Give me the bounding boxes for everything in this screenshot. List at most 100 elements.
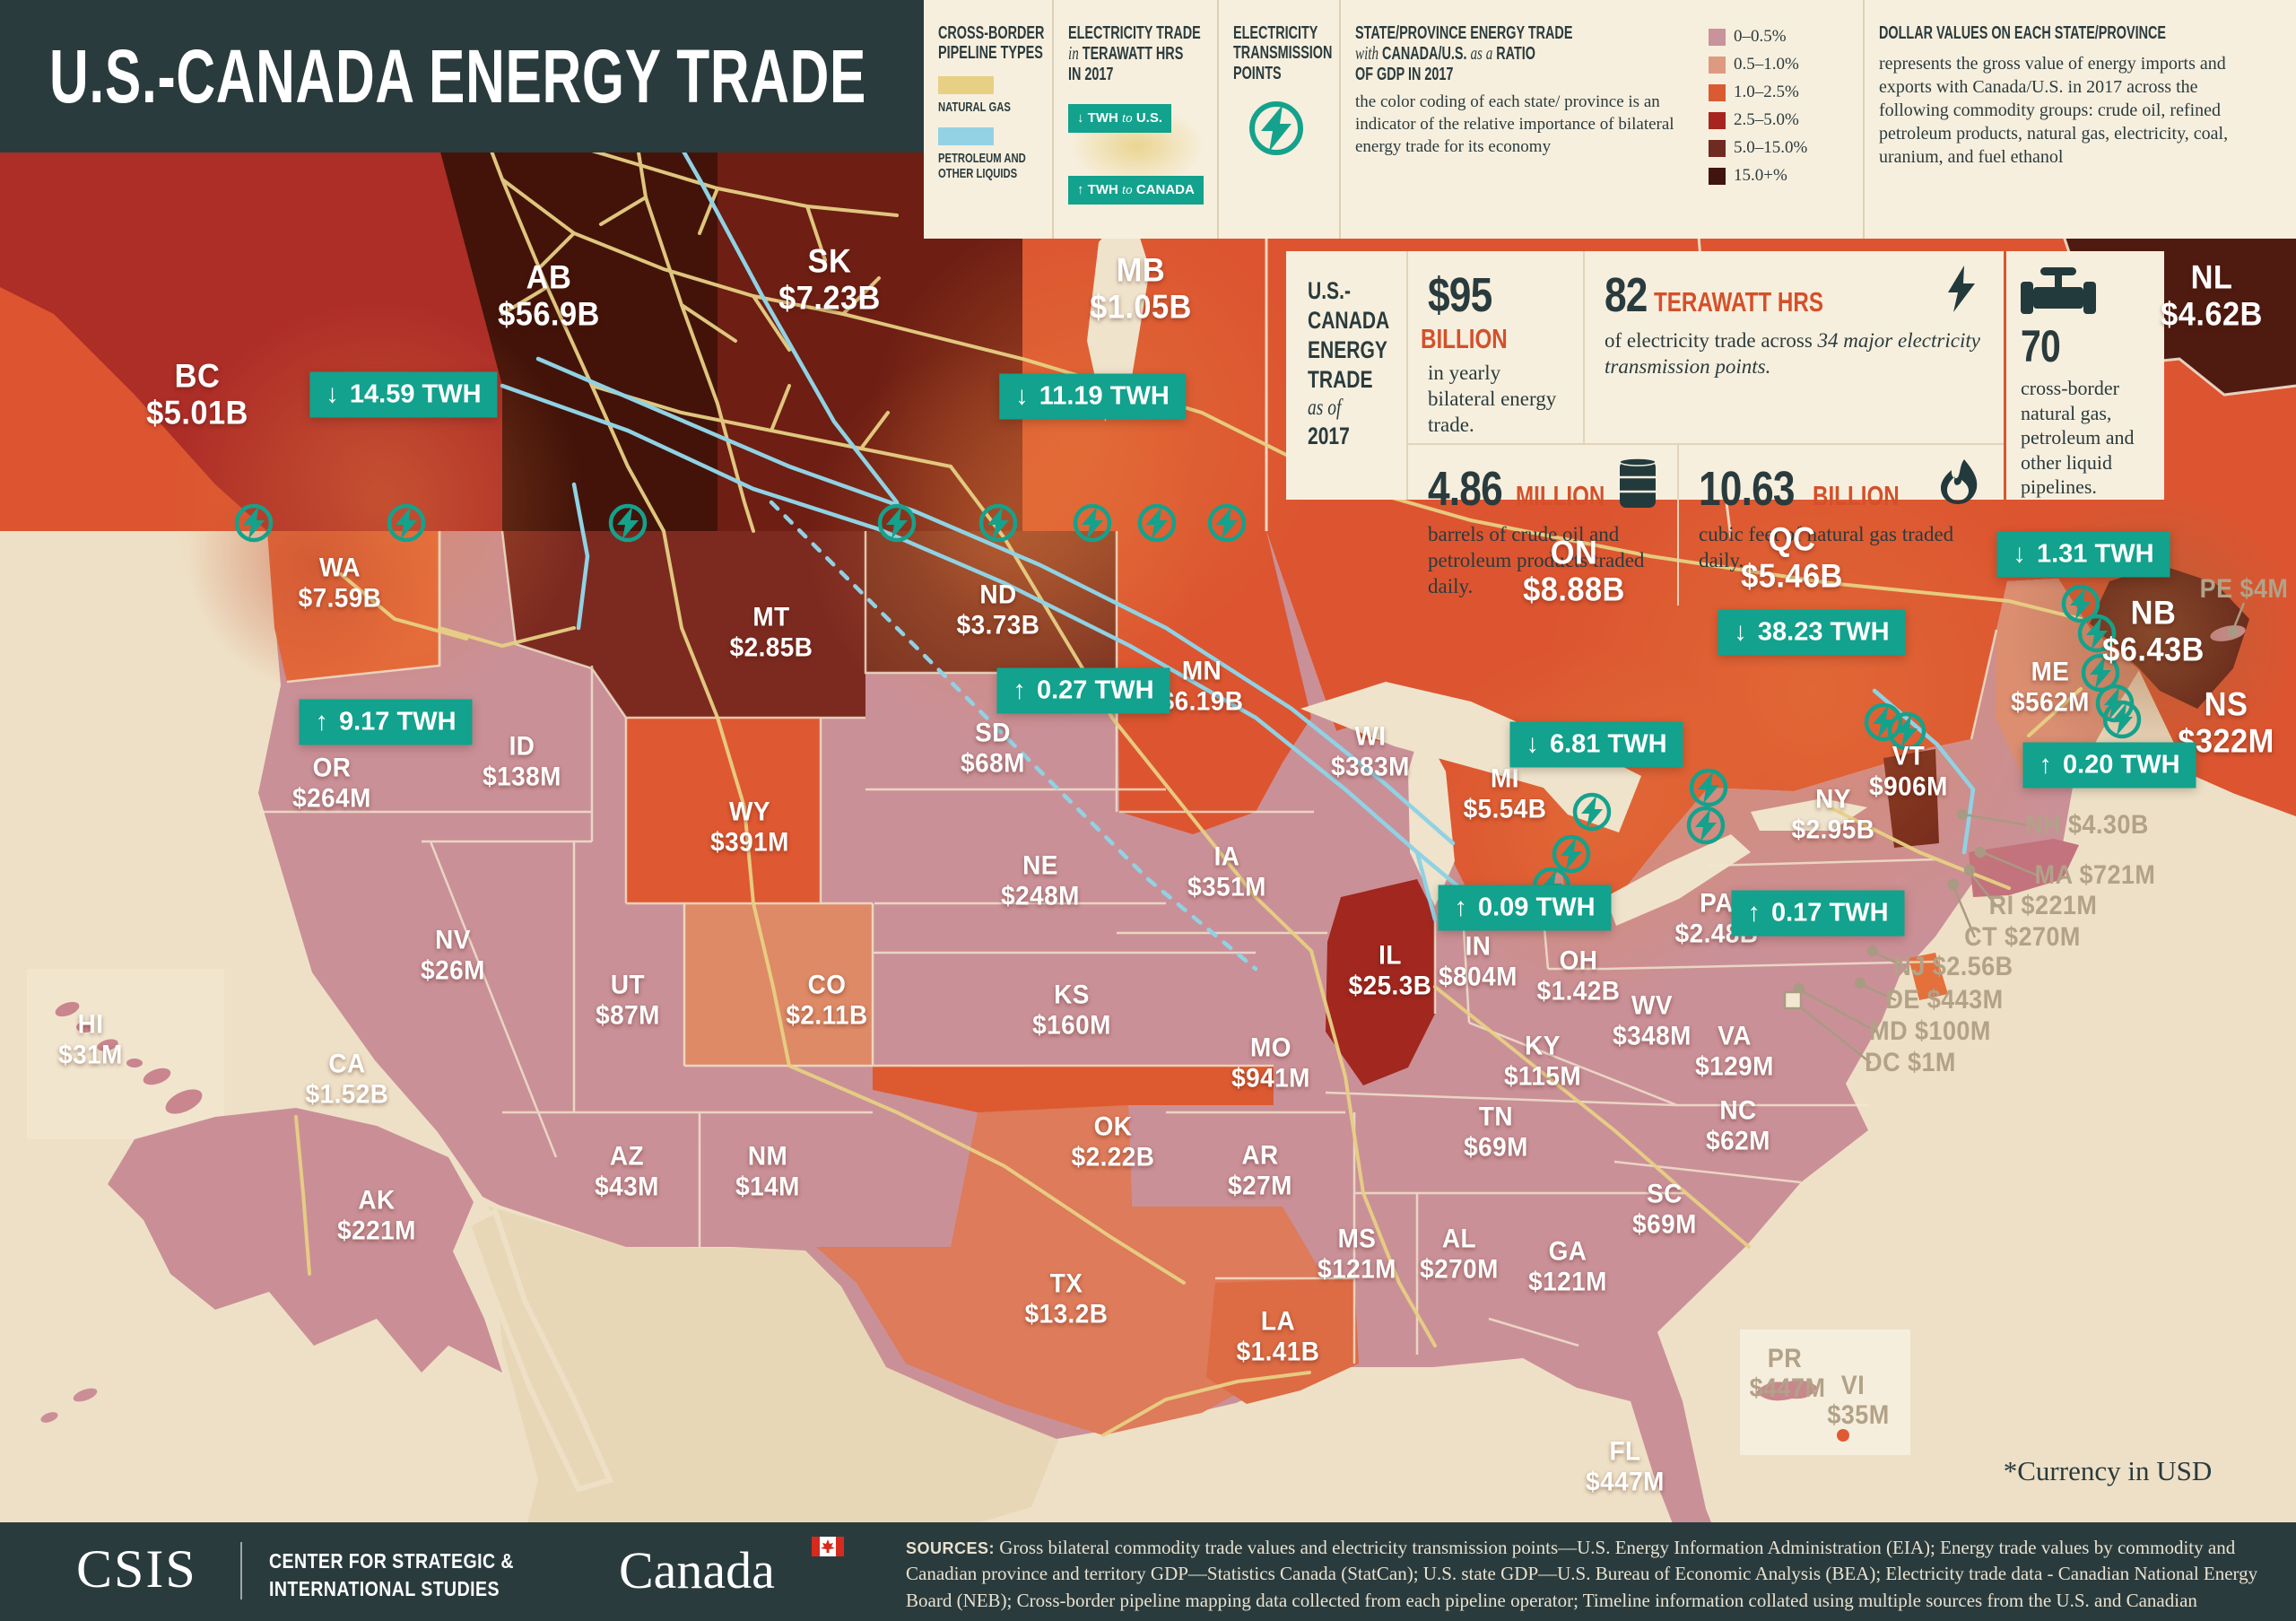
legend-heading: PIPELINE TYPES bbox=[938, 43, 1043, 64]
ratio-bin-label: 15.0+% bbox=[1734, 166, 1787, 185]
legend-heading: TRANSMISSION bbox=[1233, 43, 1333, 64]
map-region-mt bbox=[502, 531, 865, 718]
sources-text: SOURCES: Gross bilateral commodity trade… bbox=[906, 1537, 2258, 1621]
stat-gas-desc: cubic feet of natural gas traded daily. bbox=[1699, 523, 1954, 571]
ratio-bin: 2.5–5.0% bbox=[1709, 110, 1807, 130]
transmission-point-icon bbox=[2077, 614, 2117, 653]
stat-oil-value: 4.86 bbox=[1428, 462, 1503, 517]
transmission-point-icon bbox=[2102, 700, 2142, 739]
ratio-bin: 1.0–2.5% bbox=[1709, 83, 1807, 102]
callout-leaders bbox=[1783, 602, 2246, 1064]
transmission-point-icon bbox=[1207, 503, 1247, 543]
transmission-point-icon bbox=[1689, 768, 1728, 807]
legend-heading: IN 2017 bbox=[1068, 64, 1114, 84]
stat-gas-value: 10.63 bbox=[1699, 462, 1796, 517]
legend-heading: TERAWATT HRS bbox=[1082, 44, 1184, 65]
natural-gas-swatch bbox=[938, 75, 994, 94]
flame-icon bbox=[1941, 459, 1978, 505]
alaska-landmass bbox=[108, 1108, 502, 1373]
footer-bar: CSIS CENTER FOR STRATEGIC & INTERNATIONA… bbox=[0, 1522, 2296, 1621]
stat-oil-desc: barrels of crude oil and petroleum produ… bbox=[1428, 523, 1645, 597]
transmission-point-icon bbox=[234, 503, 274, 543]
map-region-de bbox=[1909, 953, 1948, 1000]
stats-label-line: ENERGY bbox=[1308, 336, 1387, 363]
mexico-landmass bbox=[465, 1207, 1955, 1621]
ratio-bin-label: 5.0–15.0% bbox=[1734, 138, 1808, 157]
ratio-bin-swatch bbox=[1709, 28, 1726, 46]
legend-electricity-trade: ELECTRICITY TRADE in TERAWATT HRS IN 201… bbox=[1052, 0, 1217, 239]
legend-heading: CROSS-BORDER bbox=[938, 23, 1045, 43]
legend-heading: as a bbox=[1470, 42, 1493, 65]
ratio-bin-swatch bbox=[1709, 56, 1726, 74]
transmission-point-icon bbox=[2081, 653, 2120, 693]
legend-heading: CANADA/U.S. bbox=[1382, 44, 1467, 65]
stat-trade-desc: in yearly bilateral energy trade. bbox=[1428, 362, 1557, 436]
oil-barrel-icon bbox=[1619, 458, 1657, 509]
ratio-bins: 0–0.5% 0.5–1.0% 1.0–2.5% 2.5–5.0% 5.0–15.0% 1… bbox=[1709, 27, 1807, 194]
transmission-point-icon bbox=[1073, 503, 1112, 543]
ratio-bin-swatch bbox=[1709, 83, 1726, 101]
stats-box-label: U.S.- CANADA ENERGY TRADE as of 2017 bbox=[1286, 251, 1408, 500]
transmission-point-icon bbox=[1552, 834, 1591, 874]
transmission-point-icon bbox=[1572, 792, 1612, 832]
legend-heading: RATIO bbox=[1496, 44, 1536, 65]
transmission-point-big-icon bbox=[1249, 101, 1303, 156]
map-region-il bbox=[1326, 879, 1435, 1085]
legend-strip: CROSS-BORDER PIPELINE TYPES NATURAL GAS … bbox=[924, 0, 2296, 239]
hawaii-islands bbox=[55, 1001, 203, 1114]
map-region-la bbox=[1206, 1278, 1359, 1404]
ratio-bin-swatch bbox=[1709, 167, 1726, 185]
petroleum-label: PETROLEUM AND OTHER LIQUIDS bbox=[938, 150, 1026, 181]
legend-heading: in bbox=[1068, 42, 1079, 65]
hawaii-inset-box bbox=[27, 969, 224, 1139]
virgin-islands bbox=[1837, 1429, 1849, 1442]
transmission-point-icon bbox=[2061, 584, 2100, 623]
map-region-wy bbox=[626, 718, 821, 903]
transmission-point-icon bbox=[1137, 503, 1177, 543]
transmission-point-icon bbox=[978, 503, 1018, 543]
legend-heading: STATE/PROVINCE ENERGY TRADE bbox=[1355, 23, 1573, 43]
stat-oil-unit: MILLION bbox=[1515, 480, 1605, 512]
legend-transmission-points: ELECTRICITY TRANSMISSION POINTS bbox=[1217, 0, 1339, 239]
ratio-bin-swatch bbox=[1709, 111, 1726, 129]
stat-pipelines-desc: cross-border natural gas, petroleum and … bbox=[2021, 377, 2135, 498]
ratio-description: the color coding of each state/ province… bbox=[1355, 92, 1674, 156]
ratio-bin: 0–0.5% bbox=[1709, 27, 1807, 47]
stats-label-line: 2017 bbox=[1308, 423, 1350, 450]
ratio-bin: 15.0+% bbox=[1709, 166, 1807, 186]
state-borders bbox=[260, 530, 1998, 1364]
csis-full-name: CENTER FOR STRATEGIC & INTERNATIONAL STU… bbox=[269, 1549, 514, 1601]
legend-heading: DOLLAR VALUES ON EACH STATE/PROVINCE bbox=[1879, 23, 2167, 43]
puerto-rico bbox=[1756, 1380, 1817, 1401]
stat-twh-unit: TERAWATT HRS bbox=[1653, 286, 1823, 318]
legend-heading: OF GDP IN 2017 bbox=[1355, 64, 1454, 84]
stat-trade: $95 BILLION in yearly bilateral energy t… bbox=[1408, 251, 1585, 444]
stats-label-line: CANADA bbox=[1308, 306, 1390, 334]
ratio-bin-label: 0.5–1.0% bbox=[1734, 55, 1799, 74]
lightning-icon bbox=[1948, 266, 1975, 312]
transmission-point-icon bbox=[1686, 806, 1726, 845]
currency-note: *Currency in USD bbox=[2003, 1455, 2213, 1486]
legend-pipeline-types: CROSS-BORDER PIPELINE TYPES NATURAL GAS … bbox=[924, 0, 1052, 239]
ratio-bin-label: 1.0–2.5% bbox=[1734, 83, 1799, 101]
footer-divider bbox=[240, 1542, 242, 1599]
pipelines-count-box: 70 cross-border natural gas, petroleum a… bbox=[2006, 251, 2164, 500]
ratio-bin: 5.0–15.0% bbox=[1709, 138, 1807, 158]
ratio-bin: 0.5–1.0% bbox=[1709, 55, 1807, 74]
pipeline-valve-icon bbox=[2021, 267, 2096, 314]
stats-label-line: TRADE bbox=[1308, 365, 1373, 393]
stat-twh: 82 TERAWATT HRS of electricity trade acr… bbox=[1585, 251, 2004, 443]
stat-twh-desc: of electricity trade across 34 major ele… bbox=[1605, 329, 1980, 378]
legend-dollar-values: DOLLAR VALUES ON EACH STATE/PROVINCE rep… bbox=[1863, 0, 2296, 239]
legend-heading: ELECTRICITY bbox=[1233, 23, 1318, 43]
legend-heading: with bbox=[1355, 42, 1379, 65]
map-region-tx bbox=[816, 1105, 1327, 1435]
pipelines-petroleum bbox=[500, 83, 1976, 972]
stat-gas: 10.63 BILLION cubic feet of natural gas … bbox=[1679, 445, 2004, 605]
stats-label-line: as of bbox=[1308, 395, 1342, 420]
stat-trade-unit: BILLION bbox=[1421, 323, 1508, 354]
csis-logo: CSIS bbox=[76, 1539, 197, 1599]
transmission-points-layer bbox=[234, 503, 2142, 906]
petroleum-swatch bbox=[938, 126, 994, 145]
